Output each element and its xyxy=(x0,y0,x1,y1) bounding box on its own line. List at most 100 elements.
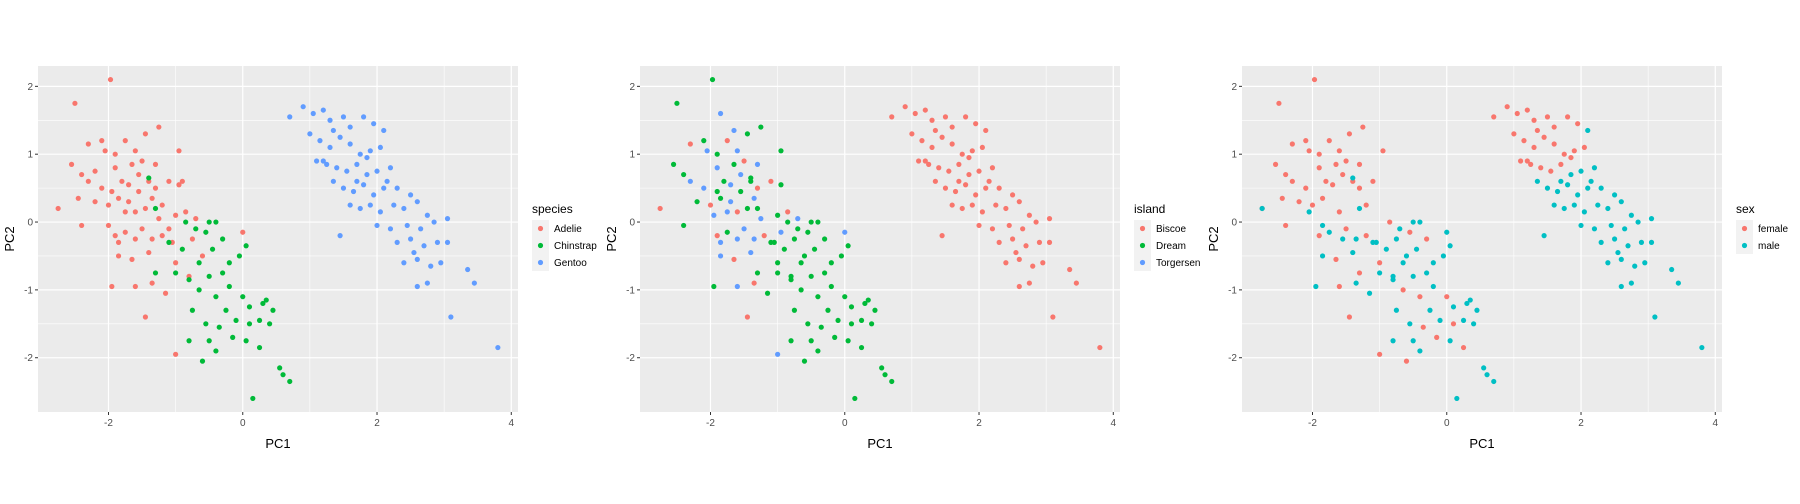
data-point xyxy=(1346,314,1353,320)
x-tick-label: -2 xyxy=(104,418,113,429)
series-chinstrap xyxy=(146,175,293,402)
data-point xyxy=(805,321,811,327)
data-point xyxy=(1016,199,1022,205)
x-tick-label: 2 xyxy=(976,418,982,429)
data-point xyxy=(377,209,383,215)
data-point xyxy=(1440,253,1446,259)
data-point xyxy=(206,219,212,225)
data-point xyxy=(1618,256,1624,262)
data-point xyxy=(751,280,757,286)
data-point xyxy=(832,334,838,340)
data-point xyxy=(173,351,179,357)
series-female xyxy=(1259,76,1587,364)
data-point xyxy=(1464,300,1470,307)
y-tick-label: 2 xyxy=(1231,82,1237,93)
data-point xyxy=(330,127,336,134)
data-point xyxy=(1521,138,1527,144)
data-point xyxy=(1410,219,1416,225)
data-point xyxy=(1343,226,1349,232)
data-point xyxy=(240,294,246,300)
data-point xyxy=(374,222,380,229)
data-point xyxy=(1632,263,1638,269)
data-point xyxy=(384,178,390,184)
data-point xyxy=(243,338,249,344)
data-point xyxy=(744,131,751,137)
legend-key-biscoe xyxy=(1139,225,1146,232)
data-point xyxy=(1390,338,1396,344)
data-point xyxy=(367,148,373,154)
y-axis-title: PC2 xyxy=(2,226,17,251)
data-point xyxy=(1363,233,1369,239)
data-point xyxy=(391,202,397,208)
data-point xyxy=(707,202,714,208)
series-male xyxy=(1259,127,1705,402)
series-torgersen xyxy=(687,110,848,357)
scatter-panel-1: -2 0 2 4 -2 -1 0 1 2 PC1 PC2 species Adelie Chinstrap… xyxy=(2,66,597,451)
data-point xyxy=(1551,124,1557,130)
data-point xyxy=(1323,178,1329,184)
data-point xyxy=(1319,253,1326,259)
data-point xyxy=(1628,212,1634,218)
data-point xyxy=(751,195,757,201)
data-point xyxy=(1588,178,1594,184)
data-point xyxy=(889,378,895,385)
data-point xyxy=(1410,273,1416,279)
data-point xyxy=(858,317,865,324)
data-point xyxy=(1447,338,1453,344)
data-point xyxy=(1403,253,1410,259)
data-point xyxy=(414,256,420,262)
data-point xyxy=(862,300,868,307)
data-point xyxy=(1652,314,1658,320)
data-point xyxy=(989,165,996,171)
data-point xyxy=(243,243,249,249)
data-point xyxy=(922,107,928,113)
data-point xyxy=(778,182,784,188)
data-point xyxy=(1618,283,1624,290)
data-point xyxy=(1484,372,1490,378)
data-point xyxy=(92,199,98,205)
data-point xyxy=(79,171,85,178)
data-point xyxy=(1393,236,1400,242)
data-point xyxy=(731,127,737,134)
data-point xyxy=(263,297,269,303)
data-point xyxy=(411,249,417,256)
data-point xyxy=(902,104,908,110)
data-point xyxy=(186,338,192,344)
data-point xyxy=(1424,270,1430,276)
data-point xyxy=(213,219,219,225)
data-point xyxy=(1407,229,1413,235)
data-point xyxy=(226,260,232,266)
data-point xyxy=(1046,216,1053,222)
data-point xyxy=(132,283,138,290)
data-point xyxy=(105,202,112,208)
data-point xyxy=(1296,199,1302,205)
data-point xyxy=(1564,182,1571,188)
data-point xyxy=(360,182,367,188)
data-point xyxy=(989,226,996,232)
data-point xyxy=(99,185,105,191)
data-point xyxy=(1050,314,1056,320)
data-point xyxy=(717,253,724,259)
data-point xyxy=(754,270,761,276)
data-point xyxy=(1309,202,1316,208)
data-point xyxy=(1387,219,1393,225)
data-point xyxy=(1336,148,1342,154)
data-point xyxy=(1003,205,1009,212)
data-point xyxy=(775,270,781,276)
data-point xyxy=(300,104,306,110)
data-point xyxy=(357,151,363,157)
data-point xyxy=(848,321,855,327)
data-point xyxy=(922,158,928,164)
data-point xyxy=(1016,256,1022,262)
data-point xyxy=(1450,304,1457,310)
data-point xyxy=(939,233,945,239)
data-point xyxy=(1380,148,1386,154)
data-point xyxy=(1558,161,1564,167)
data-point xyxy=(199,253,206,259)
data-point xyxy=(421,243,427,249)
data-point xyxy=(966,154,972,161)
data-point xyxy=(738,188,744,195)
legend-label: female xyxy=(1758,224,1788,235)
data-point xyxy=(364,171,370,178)
data-point xyxy=(381,185,387,191)
